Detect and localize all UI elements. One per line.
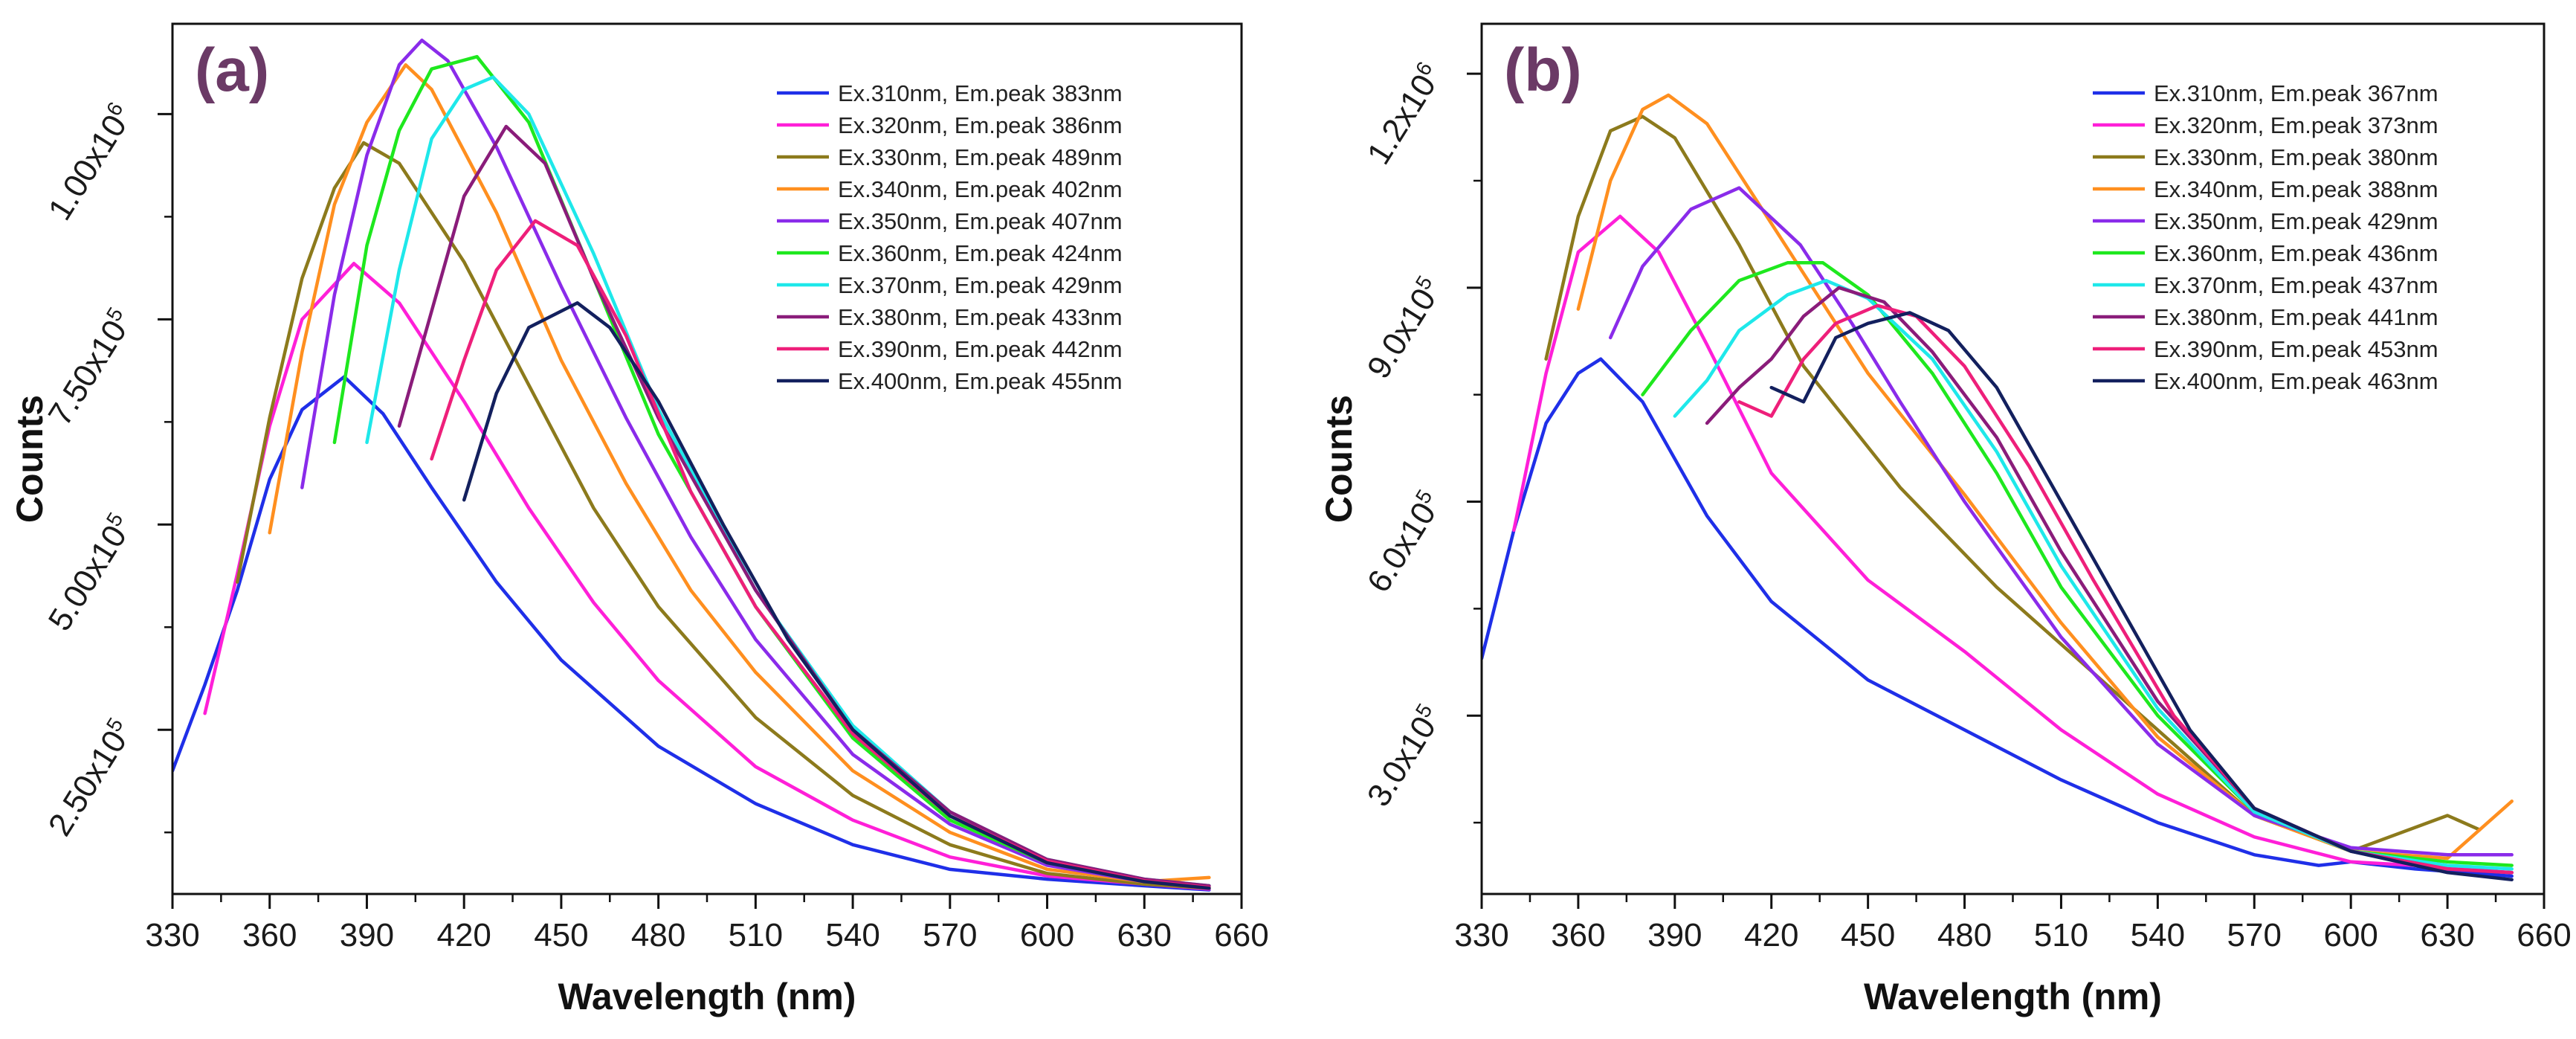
legend-entry: Ex.340nm, Em.peak 402nm: [838, 176, 1123, 202]
legend-entry: Ex.400nm, Em.peak 463nm: [2154, 368, 2438, 394]
series-line-5: [300, 38, 1211, 888]
y-tick-label: 1.00x106: [40, 98, 140, 227]
legend-entry: Ex.380nm, Em.peak 433nm: [838, 304, 1123, 330]
series-line-1: [172, 375, 1211, 892]
legend-entry: Ex.320nm, Em.peak 386nm: [838, 112, 1123, 138]
x-tick-label: 480: [631, 917, 685, 953]
y-axis-title: Counts: [9, 395, 51, 523]
x-tick-label: 600: [1020, 917, 1074, 953]
x-tick-label: 660: [2517, 917, 2571, 953]
x-tick-label: 360: [242, 917, 297, 953]
chart-panel-b: 330 360 390 420 450 480 510 540 570 600 630 660 3.0x…: [1318, 22, 2572, 1017]
x-tick-label: 480: [1937, 917, 1992, 953]
y-tick-label: 3.0x105: [1359, 700, 1450, 813]
x-tick-label: 600: [2323, 917, 2378, 953]
legend-entry: Ex.330nm, Em.peak 489nm: [838, 144, 1123, 170]
x-tick-label: 510: [729, 917, 783, 953]
x-tick-label: 390: [1647, 917, 1702, 953]
legend-entry: Ex.340nm, Em.peak 388nm: [2154, 176, 2438, 202]
series-line-3: [235, 141, 1211, 890]
series-line-10: [462, 301, 1211, 890]
x-tick-label: 450: [1841, 917, 1895, 953]
y-tick-label: 2.50x105: [40, 714, 140, 843]
legend-entry: Ex.370nm, Em.peak 429nm: [838, 272, 1123, 298]
x-tick-label: 630: [2420, 917, 2474, 953]
series-line-1: [1482, 357, 2514, 878]
legend-entry: Ex.370nm, Em.peak 437nm: [2154, 272, 2438, 298]
series-group: [1482, 93, 2514, 882]
x-tick-label: 330: [1454, 917, 1508, 953]
x-tick-label: 420: [436, 917, 491, 953]
x-tick-label: 450: [534, 917, 588, 953]
legend-entry: Ex.350nm, Em.peak 407nm: [838, 208, 1123, 234]
legend: Ex.310nm, Em.peak 367nm Ex.320nm, Em.peak…: [2093, 80, 2438, 394]
x-tick-label: 420: [1744, 917, 1798, 953]
x-tick-label: 540: [825, 917, 879, 953]
legend-entry: Ex.320nm, Em.peak 373nm: [2154, 112, 2438, 138]
x-tick-label: 570: [2227, 917, 2282, 953]
y-axis-title: Counts: [1318, 395, 1360, 523]
series-line-2: [1512, 214, 2514, 875]
series-line-2: [203, 262, 1211, 891]
panel-label: (b): [1504, 36, 1582, 104]
x-axis-title: Wavelength (nm): [1864, 976, 2162, 1017]
panel-label: (a): [195, 36, 269, 104]
legend-entry: Ex.310nm, Em.peak 383nm: [838, 80, 1123, 106]
legend-entry: Ex.390nm, Em.peak 442nm: [838, 336, 1123, 362]
x-tick-label: 570: [923, 917, 977, 953]
legend-entry: Ex.350nm, Em.peak 429nm: [2154, 208, 2438, 234]
x-tick-label: 390: [340, 917, 394, 953]
series-group: [172, 38, 1211, 892]
y-tick-label: 9.0x105: [1359, 271, 1450, 385]
legend-entry: Ex.390nm, Em.peak 453nm: [2154, 336, 2438, 362]
series-line-4: [268, 62, 1211, 884]
x-tick-label: 630: [1117, 917, 1172, 953]
series-line-10: [1769, 311, 2514, 882]
legend-entry: Ex.360nm, Em.peak 424nm: [838, 240, 1123, 266]
x-tick-label: 330: [145, 917, 199, 953]
y-tick-label: 7.50x105: [40, 303, 140, 432]
legend-entry: Ex.380nm, Em.peak 441nm: [2154, 304, 2438, 330]
x-axis-title: Wavelength (nm): [558, 976, 856, 1017]
x-tick-label: 540: [2131, 917, 2185, 953]
legend-entry: Ex.330nm, Em.peak 380nm: [2154, 144, 2438, 170]
x-tick-label: 510: [2034, 917, 2088, 953]
y-tick-label: 1.2x106: [1359, 57, 1450, 170]
legend: Ex.310nm, Em.peak 383nm Ex.320nm, Em.peak…: [777, 80, 1123, 394]
legend-entry: Ex.360nm, Em.peak 436nm: [2154, 240, 2438, 266]
x-tick-label: 660: [1214, 917, 1268, 953]
y-tick-label: 6.0x105: [1359, 486, 1450, 599]
legend-entry: Ex.310nm, Em.peak 367nm: [2154, 80, 2438, 106]
legend-entry: Ex.400nm, Em.peak 455nm: [838, 368, 1123, 394]
y-tick-label: 5.00x105: [40, 509, 140, 637]
chart-panel-a: 330 360 390 420 450 480 510 540 570 600 630 660 2.50…: [9, 22, 1269, 1017]
x-tick-label: 360: [1551, 917, 1605, 953]
